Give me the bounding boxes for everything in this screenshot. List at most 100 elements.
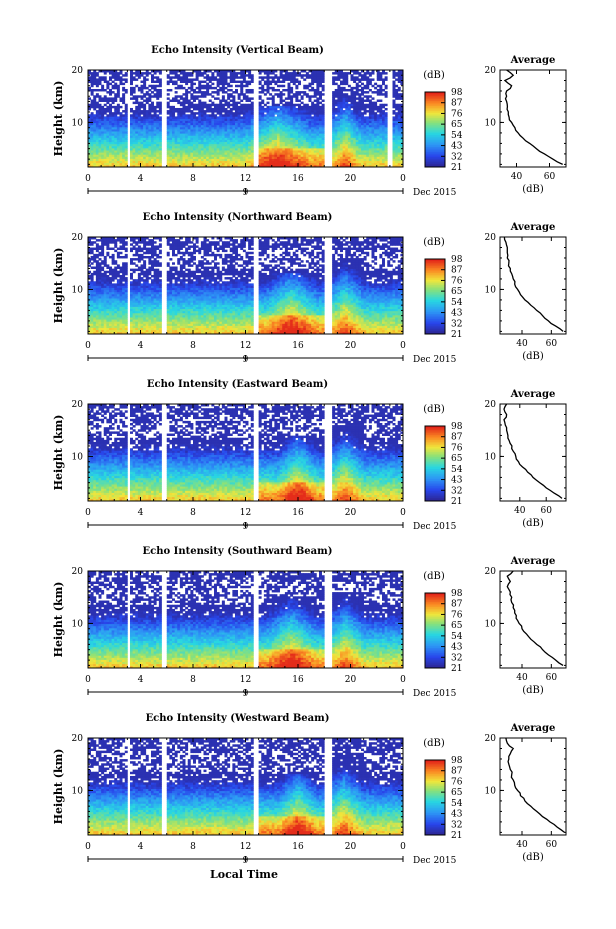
heatmap-cell: [258, 76, 262, 79]
heatmap-cell: [103, 310, 107, 314]
heatmap-cell: [350, 135, 354, 138]
heatmap-cell: [269, 148, 273, 151]
heatmap-cell: [263, 131, 267, 134]
heatmap-cell: [284, 72, 288, 75]
heatmap-cell: [358, 154, 362, 157]
heatmap-cell: [305, 129, 309, 132]
heatmap-cell: [187, 86, 191, 90]
heatmap-cell: [101, 285, 105, 288]
heatmap-cell: [182, 120, 186, 124]
heatmap-cell: [206, 126, 210, 130]
heatmap-cell: [103, 258, 107, 261]
heatmap-cell: [358, 160, 362, 164]
heatmap-cell: [148, 129, 152, 132]
heatmap-cell: [219, 124, 223, 128]
heatmap-cell: [277, 103, 280, 107]
heatmap-cell: [229, 135, 233, 138]
heatmap-cell: [130, 137, 133, 140]
heatmap-cell: [342, 135, 346, 138]
heatmap-cell: [103, 293, 107, 297]
heatmap-cell: [321, 74, 325, 77]
heatmap-cell: [208, 107, 212, 111]
heatmap-cell: [90, 88, 94, 92]
heatmap-cell: [266, 158, 270, 162]
heatmap-cell: [195, 91, 199, 94]
heatmap-cell: [334, 133, 338, 136]
heatmap-cell: [374, 120, 378, 124]
heatmap-cell: [361, 143, 364, 147]
heatmap-cell: [109, 99, 112, 102]
heatmap-cell: [316, 150, 320, 153]
heatmap-cell: [135, 126, 139, 130]
heatmap-cell: [379, 131, 383, 134]
heatmap-cell: [347, 156, 351, 159]
heatmap-cell: [379, 122, 383, 126]
heatmap-cell: [111, 272, 115, 276]
heatmap-cell: [206, 91, 210, 94]
heatmap-cell: [237, 150, 241, 153]
heatmap-cell: [376, 154, 380, 157]
heatmap-cell: [261, 86, 265, 90]
heatmap-cell: [177, 131, 181, 134]
heatmap-cell: [242, 105, 246, 109]
heatmap-cell: [200, 86, 204, 90]
heatmap-cell: [263, 129, 267, 132]
heatmap-cell: [193, 131, 196, 134]
heatmap-cell: [198, 107, 202, 111]
heatmap-cell: [345, 135, 349, 138]
heatmap-cell: [90, 118, 94, 121]
heatmap-cell: [258, 114, 262, 117]
heatmap-cell: [269, 154, 273, 157]
heatmap-cell: [269, 143, 273, 147]
heatmap-cell: [345, 150, 349, 153]
heatmap-cell: [400, 78, 404, 81]
heatmap-cell: [284, 114, 288, 117]
heatmap-cell: [114, 129, 118, 132]
heatmap-cell: [334, 139, 338, 143]
heatmap-cell: [321, 118, 325, 121]
heatmap-cell: [195, 86, 199, 90]
heatmap-cell: [214, 131, 217, 134]
heatmap-cell: [219, 156, 223, 159]
heatmap-cell: [221, 70, 225, 73]
heatmap-cell: [232, 156, 236, 159]
heatmap-cell: [140, 88, 144, 92]
heatmap-cell: [292, 93, 296, 96]
heatmap-cell: [342, 116, 346, 119]
heatmap-cell: [368, 160, 372, 164]
heatmap-cell: [355, 129, 359, 132]
heatmap-cell: [88, 88, 91, 92]
heatmap-cell: [90, 308, 94, 312]
heatmap-cell: [368, 118, 372, 121]
heatmap-cell: [103, 283, 107, 286]
heatmap-cell: [295, 74, 299, 77]
heatmap-cell: [93, 124, 97, 128]
heatmap-cell: [111, 74, 115, 77]
heatmap-cell: [90, 279, 94, 282]
heatmap-cell: [397, 105, 401, 109]
heatmap-cell: [298, 152, 301, 155]
heatmap-cell: [361, 118, 364, 121]
heatmap-cell: [376, 110, 380, 113]
heatmap-cell: [109, 291, 112, 295]
heatmap-cell: [321, 150, 325, 153]
heatmap-cell: [295, 162, 299, 166]
heatmap-cell: [169, 148, 173, 151]
heatmap-cell: [371, 160, 375, 164]
heatmap-cell: [103, 306, 107, 310]
heatmap-cell: [308, 95, 312, 98]
heatmap-cell: [187, 135, 191, 138]
heatmap-cell: [248, 110, 252, 113]
heatmap-cell: [287, 72, 291, 75]
heatmap-cell: [198, 114, 202, 117]
heatmap-cell: [345, 74, 349, 77]
heatmap-cell: [321, 126, 325, 130]
heatmap-cell: [337, 158, 341, 162]
heatmap-cell: [172, 126, 175, 130]
heatmap-cell: [392, 118, 396, 121]
heatmap-cell: [350, 154, 354, 157]
heatmap-cell: [311, 133, 315, 136]
heatmap-cell: [116, 291, 120, 295]
heatmap-cell: [90, 80, 94, 83]
heatmap-cell: [287, 158, 291, 162]
